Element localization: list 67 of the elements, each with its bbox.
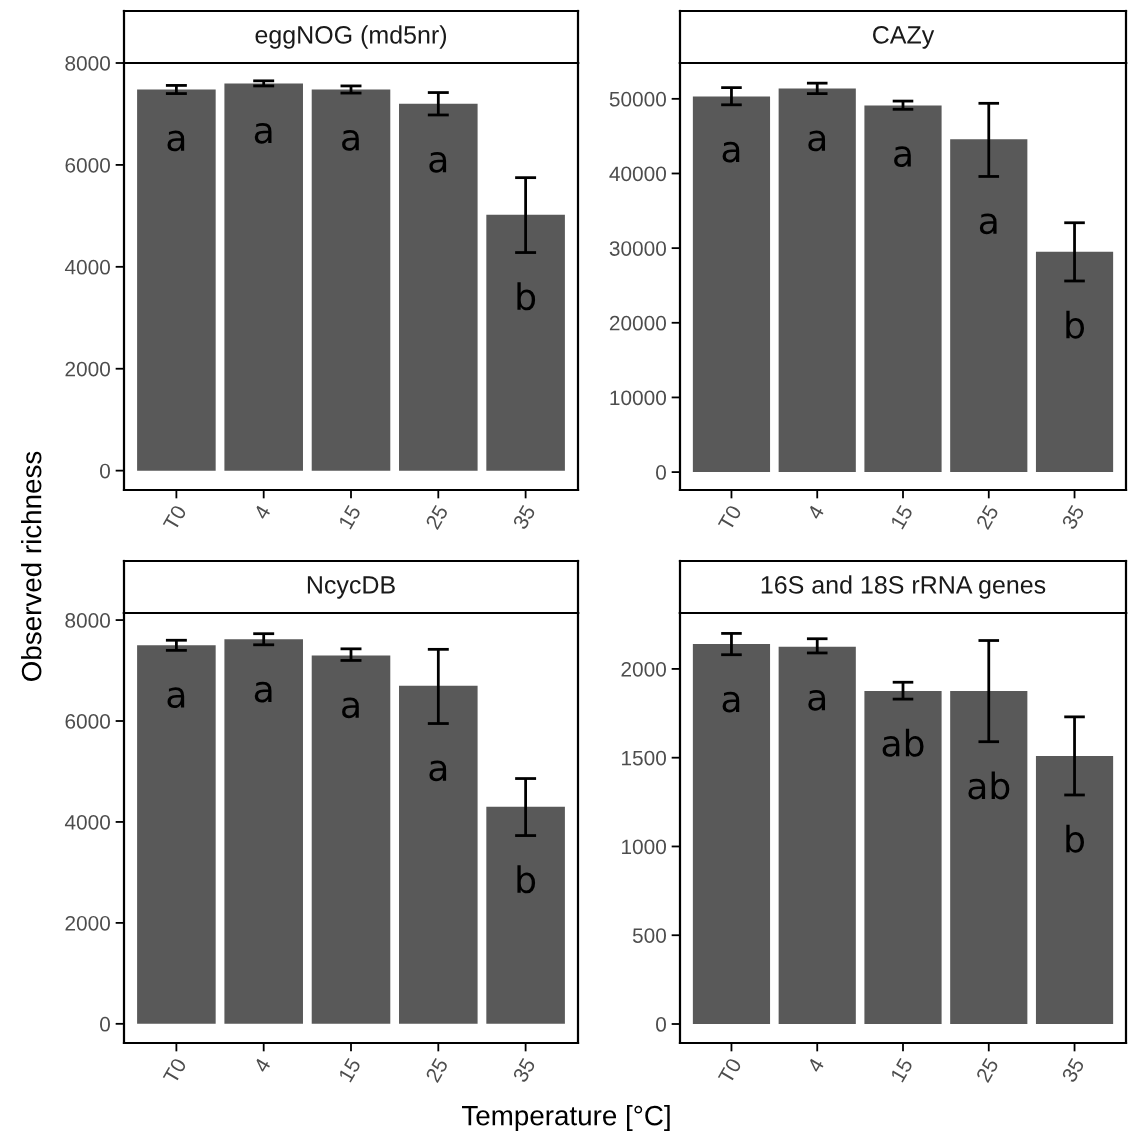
chart-title: NcycDB [307,576,395,599]
y-tick-label: 0 [656,465,666,480]
x-tick-label: 35 [512,504,536,531]
x-tick-label: 15 [890,1057,914,1083]
x-tick-label: 4 [253,504,271,521]
x-tick-label: 4 [253,1057,271,1074]
annotation: a [808,130,826,152]
y-tick-label: 2000 [621,661,666,677]
y-tick-label: 0 [100,463,110,479]
annotation: b [517,282,536,311]
x-tick-label: 35 [1061,1057,1085,1084]
annotation: a [254,122,272,144]
annotation: a [342,697,359,719]
x-tick-label: T0 [717,1057,742,1085]
chart-title: CAZy [873,26,935,49]
y-tick-label: 30000 [609,241,666,256]
annotation: a [167,687,185,709]
annotation: b [1066,824,1085,853]
annotation: a [429,151,447,173]
annotation: a [167,130,185,152]
annotation: a [429,760,447,782]
x-tick-label: 25 [425,1057,449,1083]
y-tick-label: 1000 [622,839,666,855]
annotation: ab [968,771,1010,800]
y-tick-label: 50000 [609,91,666,107]
y-tick-label: 10000 [610,390,666,406]
annotation: a [342,130,359,151]
y-tick-label: 4000 [64,259,110,275]
x-tick-label: 15 [338,1057,362,1083]
annotation: ab [882,728,924,757]
x-tick-label: 35 [1061,504,1085,531]
annotation: a [894,146,911,167]
y-tick-label: 500 [632,928,666,943]
y-tick-label: 40000 [609,166,666,182]
x-tick-label: T0 [162,504,187,532]
y-tick-label: 8000 [65,613,110,628]
y-tick-label: 8000 [65,56,110,71]
y-tick-label: 6000 [65,157,110,173]
x-tick-label: 25 [975,504,999,530]
x-tick-label: 35 [512,1057,536,1084]
y-tick-label: 20000 [609,315,666,331]
annotation: a [254,681,272,703]
x-tick-label: 4 [806,504,825,521]
annotation: a [722,691,740,713]
x-tick-label: 25 [975,1057,999,1083]
x-tick-label: 25 [425,504,449,530]
y-tick-label: 0 [100,1016,110,1032]
annotation: a [808,689,826,711]
x-tick-label: 15 [338,504,362,530]
x-axis-title: Temperature [°C] [462,1105,670,1131]
x-tick-label: T0 [717,504,742,532]
x-tick-label: 15 [890,504,914,530]
y-tick-label: 2000 [65,361,110,377]
chart-title: eggNOG (md5nr) [255,25,447,49]
x-tick-label: T0 [162,1057,187,1085]
annotation: a [722,141,740,163]
annotation: b [1066,310,1085,339]
y-tick-label: 2000 [65,915,110,931]
y-tick-label: 4000 [64,814,110,830]
chart-title: 16S and 18S rRNA genes [761,575,1046,599]
y-tick-label: 1500 [622,750,666,766]
x-tick-label: 4 [806,1057,825,1074]
annotation: b [517,865,536,894]
y-tick-label: 0 [656,1017,666,1032]
y-tick-label: 6000 [65,714,110,729]
annotation: a [979,213,997,235]
y-axis-title: Observed richness [21,451,42,681]
